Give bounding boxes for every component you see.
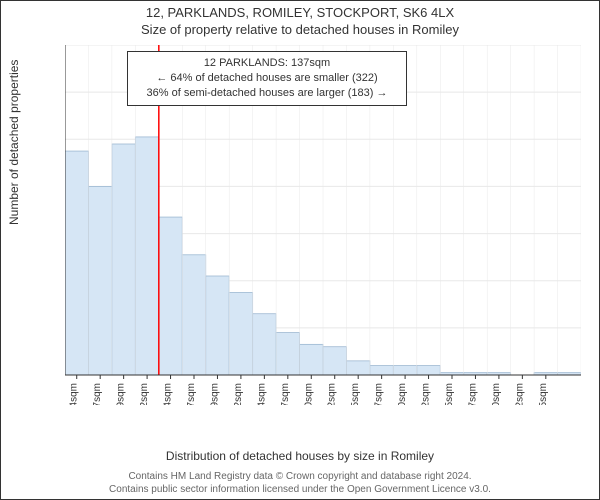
title-line-2: Size of property relative to detached ho… — [1, 20, 599, 37]
svg-text:460sqm: 460sqm — [491, 383, 502, 405]
histogram-bar — [159, 217, 182, 375]
histogram-bar — [393, 366, 416, 375]
histogram-bar — [65, 151, 88, 375]
title-line-1: 12, PARKLANDS, ROMILEY, STOCKPORT, SK6 4… — [1, 1, 599, 20]
svg-text:415sqm: 415sqm — [444, 383, 455, 405]
footer-line1: Contains HM Land Registry data © Crown c… — [1, 471, 599, 484]
histogram-bar — [88, 186, 111, 375]
svg-text:392sqm: 392sqm — [421, 383, 432, 405]
svg-text:257sqm: 257sqm — [280, 383, 291, 405]
infobox-line1: 12 PARKLANDS: 137sqm — [134, 56, 400, 71]
x-axis-label: Distribution of detached houses by size … — [1, 449, 599, 463]
histogram-bar — [370, 366, 393, 375]
y-axis-label: Number of detached properties — [7, 60, 21, 225]
marker-infobox: 12 PARKLANDS: 137sqm ← 64% of detached h… — [127, 51, 407, 106]
histogram-bar — [417, 366, 440, 375]
svg-text:234sqm: 234sqm — [256, 383, 267, 405]
histogram-bar — [346, 361, 369, 375]
svg-text:212sqm: 212sqm — [233, 383, 244, 405]
svg-text:370sqm: 370sqm — [397, 383, 408, 405]
svg-text:54sqm: 54sqm — [69, 383, 80, 405]
svg-text:77sqm: 77sqm — [92, 383, 103, 405]
infobox-line3: 36% of semi-detached houses are larger (… — [134, 86, 400, 101]
histogram-bar — [253, 314, 276, 375]
svg-text:347sqm: 347sqm — [374, 383, 385, 405]
chart-area: 02040608010012014054sqm77sqm99sqm122sqm1… — [65, 45, 581, 405]
footer: Contains HM Land Registry data © Crown c… — [1, 471, 599, 496]
histogram-bar — [112, 144, 135, 375]
histogram-bar — [182, 255, 205, 375]
infobox-line2: ← 64% of detached houses are smaller (32… — [134, 71, 400, 86]
histogram-bar — [206, 276, 229, 375]
chart-container: 12, PARKLANDS, ROMILEY, STOCKPORT, SK6 4… — [0, 0, 600, 500]
histogram-bar — [276, 333, 299, 375]
histogram-bar — [300, 344, 323, 375]
svg-text:325sqm: 325sqm — [350, 383, 361, 405]
svg-text:302sqm: 302sqm — [327, 383, 338, 405]
footer-line2: Contains public sector information licen… — [1, 484, 599, 497]
histogram-bar — [135, 137, 158, 375]
svg-text:167sqm: 167sqm — [186, 383, 197, 405]
histogram-bar — [229, 293, 252, 376]
histogram-bar — [323, 347, 346, 375]
svg-text:144sqm: 144sqm — [163, 383, 174, 405]
svg-text:99sqm: 99sqm — [116, 383, 127, 405]
svg-text:482sqm: 482sqm — [514, 383, 525, 405]
svg-text:437sqm: 437sqm — [467, 383, 478, 405]
svg-text:280sqm: 280sqm — [303, 383, 314, 405]
svg-text:122sqm: 122sqm — [139, 383, 150, 405]
svg-text:189sqm: 189sqm — [209, 383, 220, 405]
svg-text:505sqm: 505sqm — [538, 383, 549, 405]
